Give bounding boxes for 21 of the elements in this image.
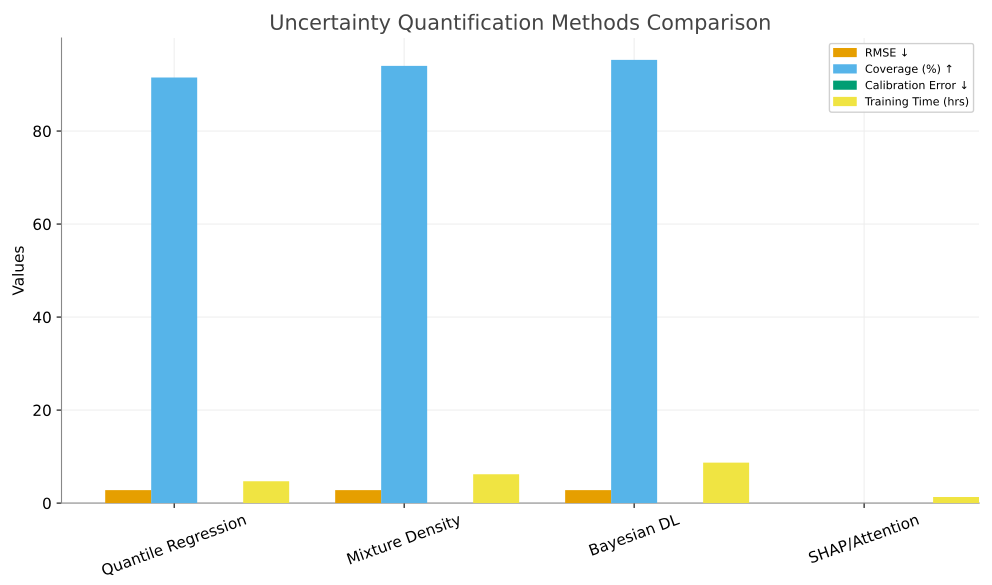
legend-label: RMSE ↓ xyxy=(866,48,907,57)
bar xyxy=(243,481,290,504)
legend-label: Coverage (%) ↑ xyxy=(866,64,952,76)
y-tick-label: 80 xyxy=(33,126,51,138)
bar xyxy=(611,60,658,504)
y-axis-title: Values xyxy=(12,246,24,296)
y-tick-label: 40 xyxy=(33,312,51,324)
bar xyxy=(703,462,750,504)
legend-label: Training Time (hrs) xyxy=(864,96,968,108)
bar xyxy=(473,474,520,504)
bar xyxy=(105,490,152,504)
y-tick-label: 60 xyxy=(33,218,51,230)
bar xyxy=(335,490,382,504)
y-tick-label: 20 xyxy=(33,404,51,416)
chart-title: Uncertainty Quantification Methods Comparison xyxy=(271,14,770,34)
bar xyxy=(565,490,612,504)
y-tick-label: 0 xyxy=(43,498,51,510)
bar xyxy=(381,66,428,504)
bar xyxy=(151,78,198,504)
bar xyxy=(933,497,980,504)
legend-label: Calibration Error ↓ xyxy=(866,80,967,90)
